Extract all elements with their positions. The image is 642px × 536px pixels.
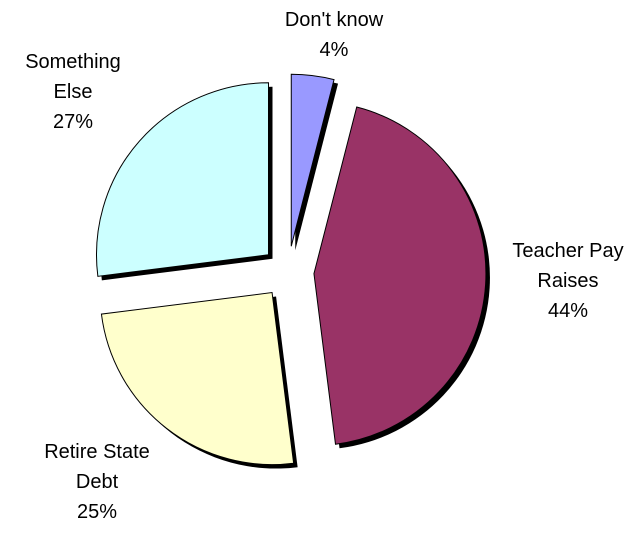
slice-label-line-retire-state-debt: Debt xyxy=(76,471,119,493)
slice-teacher-pay-raises xyxy=(313,106,487,445)
slice-label-teacher-pay-raises: Teacher Pay Raises 44% xyxy=(512,240,623,322)
slice-retire-state-debt xyxy=(100,291,295,466)
slice-label-something-else: Something Else 27% xyxy=(25,51,121,133)
slice-label-line-teacher-pay-raises: Teacher Pay xyxy=(512,240,623,262)
slice-don-t-know xyxy=(290,73,335,247)
slice-percent-don-t-know: 4% xyxy=(320,39,349,61)
slice-label-retire-state-debt: Retire State Debt 25% xyxy=(44,441,150,523)
slice-label-line-retire-state-debt: Retire State xyxy=(44,441,150,463)
slice-label-don-t-know: Don't know 4% xyxy=(285,9,384,61)
slice-something-else xyxy=(95,82,269,277)
slice-percent-teacher-pay-raises: 44% xyxy=(548,300,588,322)
slice-labels: Don't know 4% Teacher Pay Raises 44% Retire S… xyxy=(25,9,623,523)
slice-label-line-teacher-pay-raises: Raises xyxy=(537,270,598,292)
slice-label-line-don-t-know: Don't know xyxy=(285,9,384,31)
slice-label-line-something-else: Something xyxy=(25,51,121,73)
slice-label-line-something-else: Else xyxy=(54,81,93,103)
slice-percent-retire-state-debt: 25% xyxy=(77,501,117,523)
pie-slices xyxy=(95,73,487,466)
slice-percent-something-else: 27% xyxy=(53,111,93,133)
